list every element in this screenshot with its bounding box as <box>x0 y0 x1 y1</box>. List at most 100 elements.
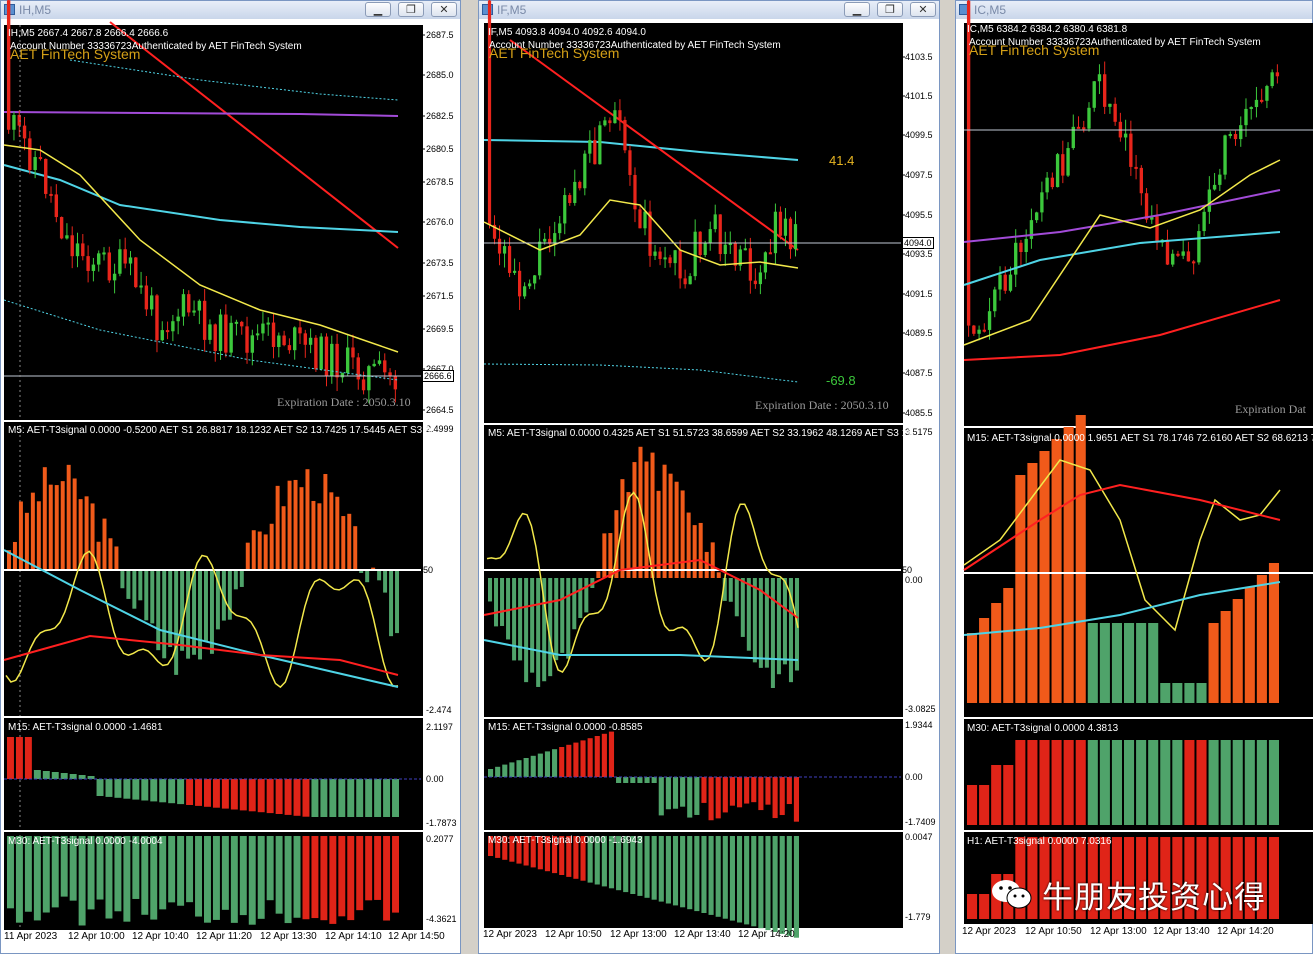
title-bar[interactable]: IC,M5 <box>956 1 1312 19</box>
ih-candle <box>261 323 265 334</box>
ih-m5-bar <box>18 501 23 570</box>
if-m15-bar <box>751 777 757 803</box>
ic-m30-bar <box>1220 740 1231 825</box>
ih-m5-bar <box>269 523 274 570</box>
ic-candle <box>1097 74 1102 82</box>
if-candle <box>492 224 497 239</box>
ih-m15-bar <box>177 779 185 805</box>
close-button[interactable]: ✕ <box>910 2 936 17</box>
ic-m30-bar <box>1148 740 1159 825</box>
ih-candle <box>160 330 164 341</box>
if-m5-bar <box>614 510 619 578</box>
ih-m5-bar <box>245 542 250 570</box>
maximize-button[interactable]: ❐ <box>877 2 903 17</box>
ih-m30-bar <box>7 836 14 909</box>
ih-m15-bar <box>195 779 202 806</box>
if-m15-bar <box>573 742 579 777</box>
if-m5-bar <box>530 578 535 673</box>
title-bar[interactable]: IH,M5 ▁ ❐ ✕ <box>1 1 460 19</box>
ic-candle <box>1123 133 1128 138</box>
if-m15-ymid: 0.00 <box>905 772 923 782</box>
if-candle <box>548 238 552 244</box>
ic-m15-bar <box>1124 623 1135 703</box>
ih-m5-bar <box>7 550 11 570</box>
ic-candle <box>1071 126 1075 149</box>
if-candle <box>623 119 627 151</box>
ic-yellow-ma <box>963 159 1281 346</box>
price-axis[interactable] <box>422 25 459 930</box>
ih-candle <box>255 333 260 336</box>
ih-m30-bar <box>141 836 149 915</box>
ic-h1-bar <box>1184 837 1195 919</box>
if-m30-bar <box>765 836 771 931</box>
minimize-button[interactable]: ▁ <box>844 2 870 17</box>
ih-candle <box>102 252 106 255</box>
ic-candle <box>1150 216 1154 220</box>
if-m30-bar <box>729 836 735 921</box>
ih-m5-bar <box>233 570 238 590</box>
if-m30-bar <box>601 836 607 887</box>
if-m5-bar <box>752 578 757 663</box>
ih-m5-bar <box>311 500 316 570</box>
if-candle <box>758 272 762 285</box>
ic-m15-bar <box>1003 588 1014 703</box>
close-button[interactable]: ✕ <box>431 2 457 17</box>
if-m30-bar <box>594 836 600 885</box>
ih-m5-cyan <box>3 549 399 688</box>
minimize-button[interactable]: ▁ <box>365 2 391 17</box>
if-m30-bar <box>488 836 494 856</box>
ohlc-header: IC,M5 6384.2 6384.2 6380.4 6381.8 <box>967 24 1128 35</box>
ih-ytick-label: 2676.0 <box>426 217 454 227</box>
ih-m30-bar <box>78 836 86 926</box>
ih-m5-bar <box>126 570 131 599</box>
ic-candle <box>1223 135 1227 175</box>
ic-h1-bar <box>1051 837 1062 919</box>
if-candle <box>663 257 667 260</box>
if-candle <box>793 224 798 250</box>
if-m30-ymax: 0.0047 <box>905 832 933 842</box>
if-m5-ymin: -3.0825 <box>905 704 936 714</box>
if-m30-bar <box>651 836 657 900</box>
if-candle <box>708 229 712 243</box>
if-m5-bar <box>662 464 667 578</box>
price-axis[interactable] <box>902 23 938 928</box>
ih-m5-bar <box>138 570 143 601</box>
if-m5-bar <box>500 578 505 626</box>
ic-candle <box>1165 239 1170 265</box>
if-m15-bar <box>544 751 551 777</box>
ih-m15-bar <box>383 779 391 817</box>
ic-m15-bar <box>1256 575 1267 703</box>
if-m5-bar <box>764 578 769 668</box>
ih-m5-bar <box>96 541 101 570</box>
ih-candle <box>377 360 382 364</box>
ih-m5-bar <box>281 506 286 570</box>
if-candle <box>643 211 647 229</box>
maximize-button[interactable]: ❐ <box>398 2 424 17</box>
title-bar[interactable]: IF,M5 ▁ ❐ ✕ <box>479 1 939 19</box>
ih-ytick-label: 2669.5 <box>426 324 454 334</box>
if-m30-ymin: -1.779 <box>905 912 931 922</box>
ih-m15-bar <box>293 779 301 816</box>
ih-m15-ymin: -1.7873 <box>426 818 457 828</box>
ih-m5-bar <box>36 501 41 570</box>
if-candle <box>713 214 717 230</box>
ic-m15-bar <box>1208 623 1219 703</box>
ih-candle <box>38 157 43 160</box>
if-candle <box>568 195 572 203</box>
ic-h1-bar <box>1196 837 1207 919</box>
ih-candle <box>282 335 286 346</box>
ih-m15-bar <box>374 779 382 817</box>
ih-yellow-ma <box>3 144 399 353</box>
if-candle <box>688 276 692 285</box>
ih-m5-bar <box>263 534 268 570</box>
ic-h1-bar <box>1256 837 1267 919</box>
ic-candle <box>1024 238 1028 253</box>
ih-m30-bar <box>212 836 220 920</box>
if-m30-bar <box>559 836 565 875</box>
if-m30-bar <box>580 836 586 881</box>
ih-m5-bar <box>371 567 376 570</box>
if-m15-bar <box>523 758 529 777</box>
if-m15-bar <box>744 777 750 804</box>
ic-candle <box>1260 99 1264 102</box>
ic-m15-bar <box>1172 683 1183 703</box>
